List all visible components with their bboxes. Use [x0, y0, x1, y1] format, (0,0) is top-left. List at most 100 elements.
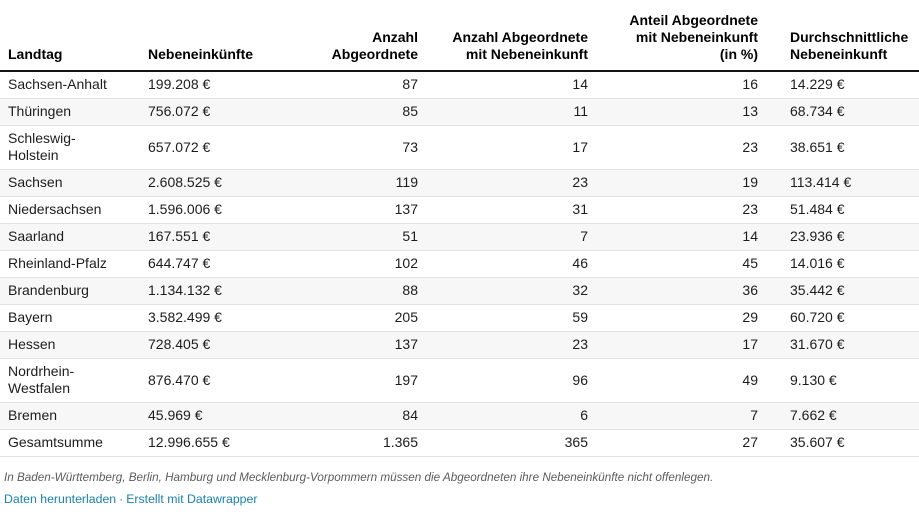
- table-cell: Saarland: [8, 228, 65, 244]
- table-cell: 12.996.655 €: [148, 434, 230, 450]
- table-cell: 1.596.006 €: [148, 201, 222, 217]
- table-cell: 365: [564, 434, 588, 450]
- table-cell: 35.442 €: [790, 282, 845, 298]
- table-row: Sachsen 2.608.525 € 119 23 19 113.414 €: [0, 169, 919, 197]
- table-cell: 73: [402, 138, 418, 155]
- table-cell: Nordrhein-Westfalen: [8, 363, 75, 396]
- table-header: Landtag Nebeneinkünfte Anzahl Abgeordnet…: [0, 0, 919, 71]
- table-row: Nordrhein-Westfalen 876.470 € 197 96 49 9.130…: [0, 358, 919, 403]
- table-cell: 756.072 €: [148, 103, 211, 119]
- table-cell: 23: [572, 336, 588, 352]
- table-cell: 3.582.499 €: [148, 309, 222, 325]
- table-cell: 7: [750, 407, 758, 423]
- nebeneinkuenfte-table: Landtag Nebeneinkünfte Anzahl Abgeordnet…: [0, 0, 919, 457]
- table-cell: 23: [572, 174, 588, 190]
- table-cell: 13: [742, 103, 758, 119]
- table-cell: 88: [402, 282, 418, 298]
- table-body: Sachsen-Anhalt 199.208 € 87 14 16 14.229 € Thü…: [0, 71, 919, 457]
- table-cell: 59: [572, 309, 588, 325]
- table-cell: 728.405 €: [148, 336, 211, 352]
- table-cell: 32: [572, 282, 588, 298]
- table-cell: 38.651 €: [790, 138, 845, 155]
- table-row: Brandenburg 1.134.132 € 88 32 36 35.442 €: [0, 277, 919, 305]
- table-cell: 85: [402, 103, 418, 119]
- table-cell: 876.470 €: [148, 371, 211, 388]
- table-cell: 14: [742, 228, 758, 244]
- table-cell: 1.134.132 €: [148, 282, 222, 298]
- table-cell: 27: [742, 434, 758, 450]
- download-data-link[interactable]: Daten herunterladen: [4, 492, 117, 506]
- datawrapper-table-page: Landtag Nebeneinkünfte Anzahl Abgeordnet…: [0, 0, 919, 507]
- table-cell: 199.208 €: [148, 76, 211, 92]
- column-header-anteil-prozent: Anteil Abgeordnete mit Nebeneinkunft (in…: [629, 12, 758, 62]
- table-cell: 23: [742, 201, 758, 217]
- table-cell: 46: [572, 255, 588, 271]
- column-header-nebeneinkuenfte: Nebeneinkünfte: [148, 46, 254, 62]
- table-cell: Brandenburg: [8, 282, 89, 298]
- column-header-durchschnitt: Durchschnittliche Nebeneinkunft: [790, 29, 909, 62]
- table-cell: 657.072 €: [148, 138, 211, 155]
- table-cell: 87: [402, 76, 418, 92]
- table-cell: 96: [572, 371, 588, 388]
- column-header-anzahl-abgeordnete: Anzahl Abgeordnete: [331, 29, 418, 62]
- table-cell: 11: [573, 103, 588, 119]
- table-row: Saarland 167.551 € 51 7 14 23.936 €: [0, 223, 919, 251]
- table-cell: Hessen: [8, 336, 56, 352]
- table-row: Thüringen 756.072 € 85 11 13 68.734 €: [0, 98, 919, 126]
- table-row: Bayern 3.582.499 € 205 59 29 60.720 €: [0, 304, 919, 332]
- table-cell: 9.130 €: [790, 371, 837, 388]
- table-cell: 2.608.525 €: [148, 174, 222, 190]
- table-cell: 31.670 €: [790, 336, 845, 352]
- table-cell: 14: [572, 76, 588, 92]
- table-cell: 51: [402, 228, 418, 244]
- table-cell: Gesamtsumme: [8, 434, 103, 450]
- table-cell: 60.720 €: [790, 309, 845, 325]
- table-footnote: In Baden-Württemberg, Berlin, Hamburg un…: [4, 471, 714, 484]
- table-row: Niedersachsen 1.596.006 € 137 31 23 51.484 €: [0, 196, 919, 224]
- table-cell: 102: [394, 255, 418, 271]
- table-cell: 45.969 €: [148, 407, 203, 423]
- table-cell: 197: [394, 371, 418, 388]
- table-cell: 7: [580, 228, 588, 244]
- table-cell: 119: [395, 174, 418, 190]
- table-cell: Rheinland-Pfalz: [8, 255, 107, 271]
- column-header-anzahl-mit-nebeneinkunft: Anzahl Abgeordnete mit Nebeneinkunft: [452, 29, 588, 62]
- table-row: Hessen 728.405 € 137 23 17 31.670 €: [0, 331, 919, 359]
- table-cell: 84: [402, 407, 418, 423]
- table-cell: 1.365: [382, 434, 418, 450]
- table-row: Schleswig-Holstein 657.072 € 73 17 23 38.651 …: [0, 125, 919, 170]
- table-row: Sachsen-Anhalt 199.208 € 87 14 16 14.229 €: [0, 71, 919, 99]
- table-cell: 36: [742, 282, 758, 298]
- table-cell: 49: [742, 371, 758, 388]
- link-separator: ·: [119, 492, 124, 506]
- table-cell: Niedersachsen: [8, 201, 102, 217]
- table-cell: 644.747 €: [148, 255, 211, 271]
- footer-links: Daten herunterladen · Erstellt mit Datawra…: [4, 492, 919, 507]
- table-cell: Sachsen-Anhalt: [8, 76, 107, 92]
- table-cell: 167.551 €: [148, 228, 211, 244]
- table-cell: 14.016 €: [790, 255, 845, 271]
- table-cell: 6: [580, 407, 588, 423]
- table-cell: 14.229 €: [790, 76, 845, 92]
- table-row: Gesamtsumme 12.996.655 € 1.365 365 27 35.607 …: [0, 429, 919, 457]
- table-cell: 31: [572, 201, 588, 217]
- table-cell: 7.662 €: [790, 407, 837, 423]
- table-cell: 16: [742, 76, 758, 92]
- table-cell: 19: [742, 174, 758, 190]
- table-cell: 137: [394, 336, 418, 352]
- table-cell: Bremen: [8, 407, 58, 423]
- table-cell: 35.607 €: [790, 434, 845, 450]
- table-cell: 68.734 €: [790, 103, 845, 119]
- table-cell: 205: [394, 309, 418, 325]
- table-cell: 45: [742, 255, 758, 271]
- table-cell: 51.484 €: [790, 201, 845, 217]
- table-cell: 137: [394, 201, 418, 217]
- table-cell: Bayern: [8, 309, 53, 325]
- table-cell: Sachsen: [8, 174, 63, 190]
- table-cell: 23.936 €: [790, 228, 845, 244]
- table-cell: 29: [742, 309, 758, 325]
- table-cell: Schleswig-Holstein: [8, 130, 76, 163]
- table-row: Rheinland-Pfalz 644.747 € 102 46 45 14.016 €: [0, 250, 919, 278]
- table-cell: 113.414 €: [790, 174, 852, 190]
- datawrapper-attribution-link[interactable]: Erstellt mit Datawrapper: [126, 492, 258, 506]
